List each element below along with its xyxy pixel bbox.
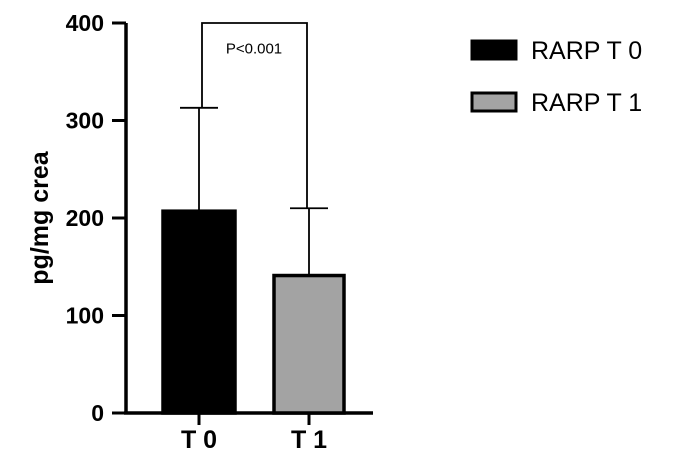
- bar-rarp-t1: [272, 273, 346, 415]
- x-tick-label-t1: T 1: [291, 426, 327, 454]
- x-ticks: [197, 413, 311, 425]
- y-tick-label: 400: [66, 10, 104, 36]
- significance-line: [201, 22, 308, 209]
- y-tick-label: 200: [66, 205, 104, 231]
- legend-swatch-rarp-t1: [470, 91, 518, 113]
- legend-label-rarp-t0: RARP T 0: [531, 37, 642, 65]
- y-tick-label: 300: [66, 108, 104, 134]
- bars: [161, 209, 346, 415]
- x-tick-label-t0: T 0: [181, 426, 217, 454]
- legend-label-rarp-t1: RARP T 1: [531, 89, 642, 117]
- p-value-label: P<0.001: [226, 41, 282, 58]
- y-tick-label: 0: [91, 400, 104, 426]
- significance-bracket: P<0.001: [201, 22, 308, 209]
- legend: RARP T 0 RARP T 1: [470, 37, 642, 117]
- y-tick-label: 100: [66, 303, 104, 329]
- y-ticks: [112, 21, 126, 415]
- y-tick-labels: 0 100 200 300 400: [66, 10, 104, 426]
- error-bars: [180, 106, 328, 276]
- bar-rarp-t0: [161, 209, 237, 415]
- legend-swatch-rarp-t0: [470, 39, 518, 61]
- y-axis-title: pg/mg crea: [26, 150, 54, 284]
